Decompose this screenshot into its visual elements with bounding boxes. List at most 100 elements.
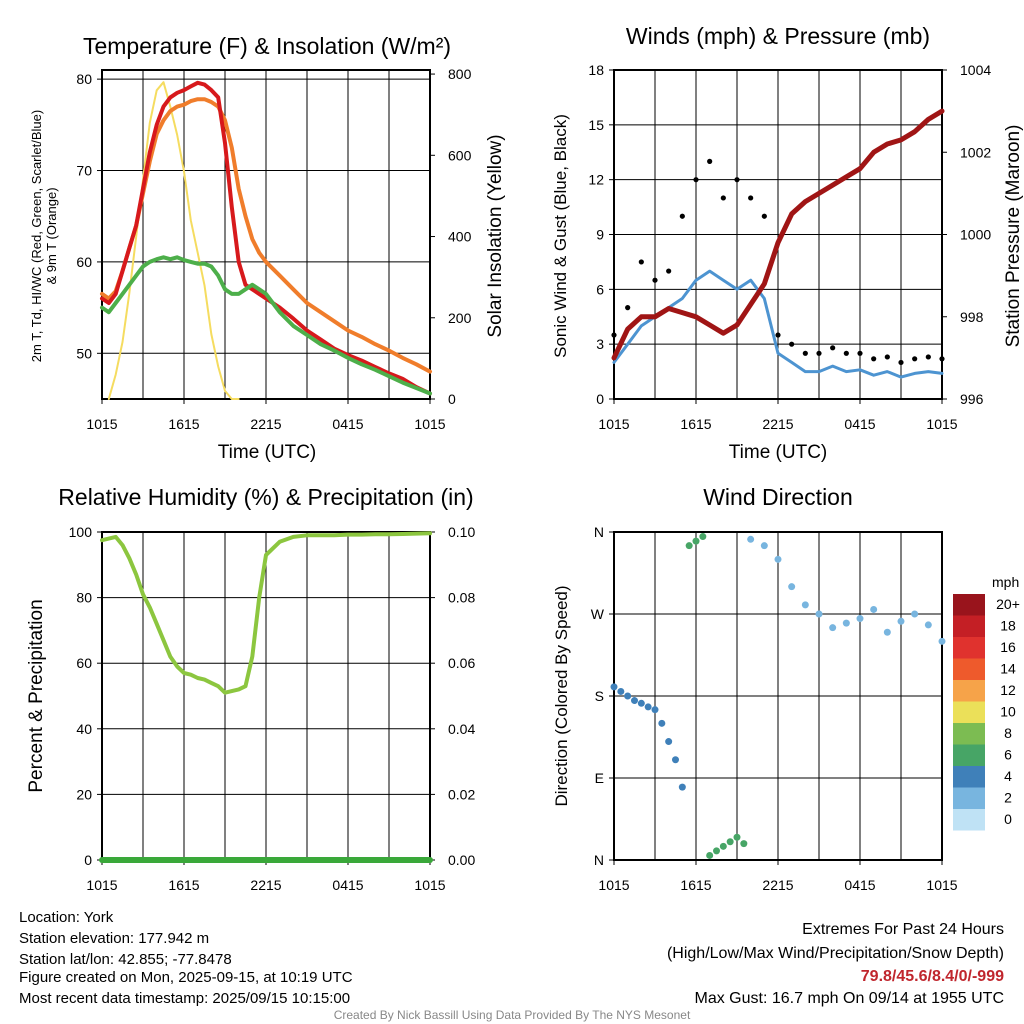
temp-xtick-label: 2215 bbox=[250, 416, 281, 432]
gust-point bbox=[816, 350, 822, 356]
recent-text: Most recent data timestamp: 2025/09/15 1… bbox=[19, 990, 350, 1007]
colorbar-label: 0 bbox=[1004, 811, 1012, 827]
extremes-title: Extremes For Past 24 Hours bbox=[802, 921, 1004, 938]
speed-colorbar: mph 20+ 18 16 14 12 10 8 6 4 2 0 bbox=[953, 574, 1020, 831]
dir-xtick-label: 2215 bbox=[762, 877, 793, 893]
solar-axis-label: Solar Insolation (Yellow) bbox=[485, 134, 506, 337]
direction-point bbox=[678, 783, 686, 791]
direction-point bbox=[938, 637, 946, 645]
temp-y2tick-label: 400 bbox=[448, 229, 472, 245]
wind-ytick-label: 18 bbox=[588, 62, 604, 78]
gust-point bbox=[707, 158, 713, 164]
gust-point bbox=[884, 354, 890, 360]
wind-y2tick-label: 1004 bbox=[960, 62, 991, 78]
wind-ytick-label: 12 bbox=[588, 172, 604, 188]
colorbar-label: 8 bbox=[1004, 725, 1012, 741]
direction-point bbox=[774, 555, 782, 563]
dir-xtick-label: 1015 bbox=[926, 877, 957, 893]
colorbar-swatch bbox=[953, 744, 985, 766]
temp-y2tick-label: 0 bbox=[448, 391, 456, 407]
colorbar-swatch bbox=[953, 680, 985, 702]
direction-point bbox=[699, 533, 707, 541]
rh-ytick-label: 20 bbox=[76, 786, 92, 802]
colorbar-label: 10 bbox=[1000, 704, 1016, 720]
colorbar-label: 12 bbox=[1000, 682, 1016, 698]
gust-point bbox=[775, 332, 781, 338]
temp-ytick-label: 60 bbox=[76, 254, 92, 270]
winds-xlabel: Time (UTC) bbox=[729, 442, 828, 463]
temperature-title: Temperature (F) & Insolation (W/m²) bbox=[83, 33, 451, 59]
wind-ytick-label: 3 bbox=[596, 336, 604, 352]
extremes-subtitle: (High/Low/Max Wind/Precipitation/Snow De… bbox=[667, 945, 1004, 962]
dir-ytick-label: S bbox=[595, 688, 604, 704]
gust-point bbox=[939, 356, 945, 362]
gust-point bbox=[925, 354, 931, 360]
credit-text: Created By Nick Bassill Using Data Provi… bbox=[334, 1008, 691, 1022]
colorbar-swatch bbox=[953, 723, 985, 745]
gust-point bbox=[734, 177, 740, 183]
colorbar-label: 14 bbox=[1000, 661, 1016, 677]
temp-ytick-label: 50 bbox=[76, 345, 92, 361]
wind-axis-label: Sonic Wind & Gust (Blue, Black) bbox=[551, 114, 570, 358]
temp-xtick-label: 0415 bbox=[332, 416, 363, 432]
dir-xtick-label: 0415 bbox=[844, 877, 875, 893]
wind-ytick-label: 0 bbox=[596, 391, 604, 407]
rh-y2tick-label: 0.02 bbox=[448, 786, 475, 802]
wind-y2tick-label: 996 bbox=[960, 391, 984, 407]
wind-y2tick-label: 1000 bbox=[960, 227, 991, 243]
colorbar-swatch bbox=[953, 787, 985, 809]
humidity-title: Relative Humidity (%) & Precipitation (i… bbox=[58, 484, 473, 510]
wind-ytick-label: 6 bbox=[596, 281, 604, 297]
winds-title: Winds (mph) & Pressure (mb) bbox=[626, 23, 930, 49]
temp-y2tick-label: 600 bbox=[448, 147, 472, 163]
rh-xtick-label: 2215 bbox=[250, 877, 281, 893]
max-gust-text: Max Gust: 16.7 mph On 09/14 at 1955 UTC bbox=[695, 990, 1005, 1007]
gust-point bbox=[843, 350, 849, 356]
wind-frame bbox=[613, 69, 943, 400]
colorbar-label: 2 bbox=[1004, 790, 1012, 806]
direction-point bbox=[726, 838, 734, 846]
gust-point bbox=[871, 356, 877, 362]
temp-y2tick-label: 800 bbox=[448, 66, 472, 82]
direction-point bbox=[617, 687, 625, 695]
pressure-axis-label: Station Pressure (Maroon) bbox=[1003, 125, 1024, 348]
wind-ytick-label: 9 bbox=[596, 227, 604, 243]
wind-direction-title: Wind Direction bbox=[703, 484, 853, 510]
direction-point bbox=[631, 697, 638, 705]
gust-point bbox=[898, 359, 904, 366]
direction-point bbox=[747, 535, 755, 543]
colorbar-swatch bbox=[953, 809, 985, 831]
direction-point bbox=[815, 610, 823, 618]
station-pressure-line bbox=[611, 108, 945, 361]
gust-point bbox=[638, 259, 644, 265]
rh-ytick-label: 60 bbox=[76, 655, 92, 671]
colorbar-label: 6 bbox=[1004, 747, 1012, 763]
relative-humidity-line bbox=[100, 531, 432, 695]
extremes-box: Extremes For Past 24 Hours (High/Low/Max… bbox=[667, 921, 1004, 1007]
direction-point bbox=[740, 840, 748, 848]
temperature-ylabel-line2: & 9m T (Orange) bbox=[44, 187, 59, 284]
direction-point bbox=[665, 738, 673, 746]
direction-point bbox=[644, 703, 652, 711]
rh-xtick-label: 0415 bbox=[332, 877, 363, 893]
rh-ytick-label: 100 bbox=[69, 524, 93, 540]
gust-point bbox=[652, 277, 658, 283]
direction-point bbox=[610, 683, 618, 691]
gust-point bbox=[802, 350, 808, 356]
direction-point bbox=[719, 842, 727, 850]
dir-ytick-label: N bbox=[594, 524, 604, 540]
extremes-values: 79.8/45.6/8.4/0/-999 bbox=[861, 968, 1004, 985]
gust-point bbox=[748, 195, 754, 201]
gust-point bbox=[789, 341, 795, 347]
colorbar-swatch bbox=[953, 637, 985, 659]
rh-y2tick-label: 0.06 bbox=[448, 655, 475, 671]
temperature-xlabel: Time (UTC) bbox=[218, 442, 317, 463]
colorbar-unit: mph bbox=[992, 574, 1019, 590]
direction-point bbox=[760, 542, 768, 550]
elevation-text: Station elevation: 177.942 m bbox=[19, 930, 209, 947]
dir-ytick-label: E bbox=[595, 770, 604, 786]
rh-ytick-label: 80 bbox=[76, 590, 92, 606]
temp-ytick-label: 80 bbox=[76, 71, 92, 87]
colorbar-swatch bbox=[953, 615, 985, 637]
temp-xtick-label: 1615 bbox=[168, 416, 199, 432]
